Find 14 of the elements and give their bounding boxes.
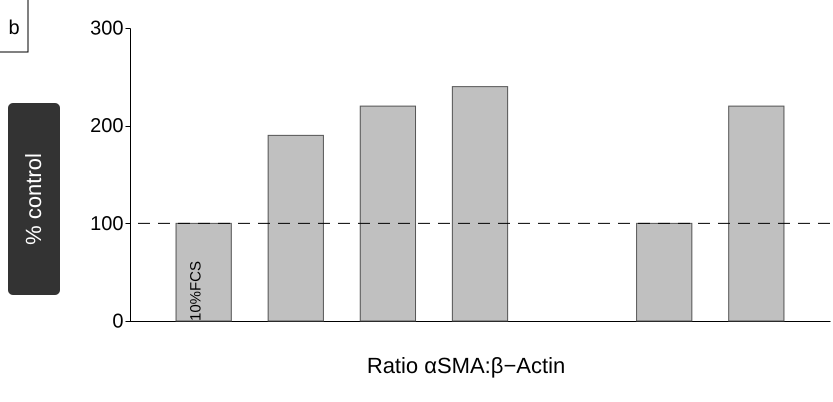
bar — [636, 222, 692, 322]
bar — [268, 134, 324, 322]
y-axis-title: % control — [21, 153, 46, 245]
y-tick-label: 100 — [90, 212, 124, 235]
y-tick-label: 200 — [90, 115, 124, 138]
annotation: 10%FCS — [188, 260, 205, 321]
bar — [452, 86, 508, 322]
bar — [176, 222, 232, 322]
x-axis-title: Ratio αSMA:β−Actin — [366, 353, 566, 378]
bar — [728, 106, 784, 322]
y-tick-label: 0 — [112, 310, 124, 332]
bar — [360, 106, 416, 322]
text: b — [8, 17, 20, 39]
y-tick-label: 300 — [90, 18, 124, 40]
